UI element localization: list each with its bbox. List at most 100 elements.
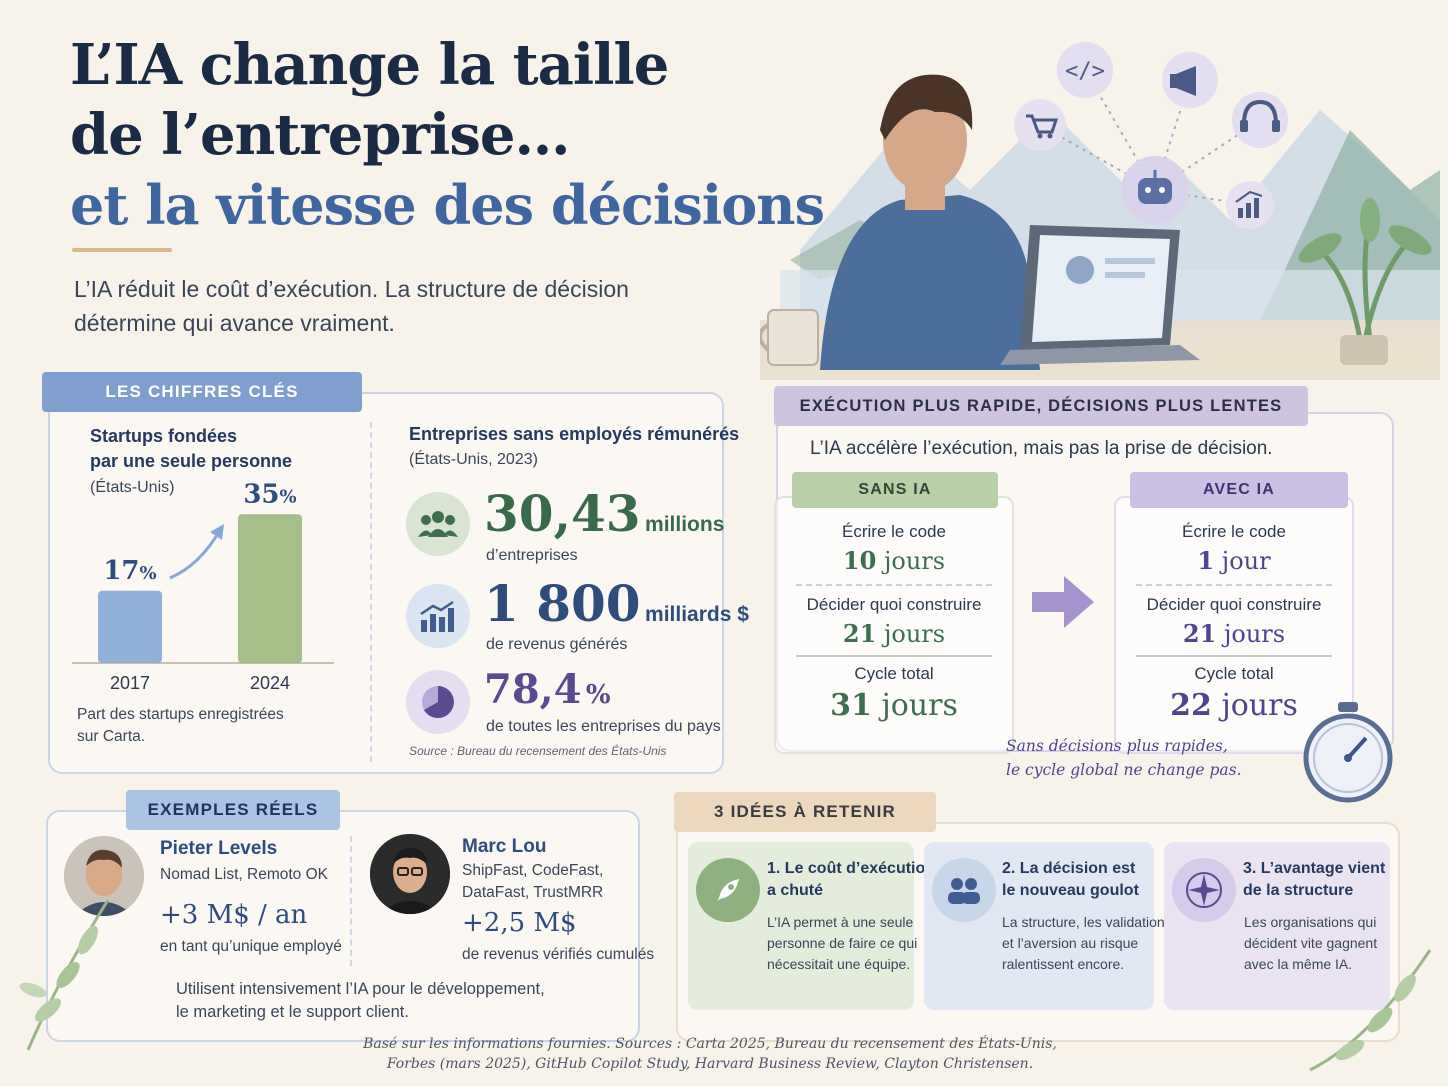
divider — [796, 655, 992, 657]
idea-2-title-line-1: 2. La décision est — [1002, 860, 1136, 877]
idea-1-title: 1. Le coût d’exécution a chuté — [767, 858, 935, 902]
execution-intro: L’IA accélère l’exécution, mais pas la p… — [810, 438, 1273, 459]
startups-title-line-1: Startups fondées — [90, 426, 238, 446]
idea-3-desc: Les organisations qui décident vite gagn… — [1244, 912, 1377, 975]
footnote-line-1: Basé sur les informations fournies. Sour… — [363, 1036, 1057, 1052]
without-row1-unit: jours — [883, 547, 946, 575]
key-figures-ribbon: LES CHIFFRES CLÉS — [42, 372, 362, 412]
idea-1-desc-line-2: personne de faire ce qui — [767, 935, 918, 951]
stat-1-unit: millions — [645, 513, 725, 536]
idea-3-desc-line-2: décident vite gagnent — [1244, 935, 1378, 951]
title-line-3: et la vitesse des décisions — [70, 173, 825, 237]
without-row2-label: Décider quoi construire — [806, 595, 982, 614]
person1-products: Nomad List, Remoto OK — [160, 866, 328, 883]
with-row3-value: 22 jours — [1116, 688, 1352, 723]
examples-summary-line-2: le marketing et le support client. — [176, 1003, 409, 1021]
bar-2017 — [98, 590, 162, 663]
code-icon: </> — [1057, 42, 1113, 98]
startups-title-line-2: par une seule personne — [90, 451, 293, 471]
without-row1-label: Écrire le code — [842, 522, 946, 541]
idea-1-desc-line-3: nécessitait une équipe. — [767, 956, 911, 972]
execution-note: Sans décisions plus rapides, le cycle gl… — [1006, 734, 1242, 782]
stat-1: 30,43 millions — [484, 484, 724, 543]
leaves-decoration-icon — [1309, 949, 1432, 1072]
idea-2-desc-line-3: ralentissent encore. — [1002, 956, 1125, 972]
stat-1-label: d’entreprises — [486, 547, 578, 564]
idea-1-desc: L’IA permet à une seule personne de fair… — [767, 912, 917, 975]
idea-1-desc-line-1: L’IA permet à une seule — [767, 914, 914, 930]
person-illustration — [820, 74, 1040, 370]
bar-2024 — [238, 514, 302, 663]
without-row1-num: 10 — [842, 546, 877, 575]
with-row2-unit: jours — [1223, 620, 1286, 648]
execution-note-line-2: le cycle global ne change pas. — [1006, 761, 1242, 779]
idea-2-desc-line-2: et l’aversion au risque — [1002, 935, 1139, 951]
person2-products-line-1: ShipFast, CodeFast, — [462, 862, 604, 879]
execution-note-line-1: Sans décisions plus rapides, — [1006, 737, 1228, 755]
with-row1-num: 1 — [1197, 546, 1215, 575]
without-row3-label: Cycle total — [854, 664, 934, 683]
mug-icon — [760, 309, 819, 366]
without-ai-label: SANS IA — [792, 472, 998, 508]
card-with-ai: Écrire le code 1 jour Décider quoi const… — [1114, 496, 1354, 754]
subtitle-line-2: détermine qui avance vraiment. — [74, 310, 395, 336]
person1-figure: +3 M$ / an — [160, 900, 308, 930]
with-row3-num: 22 — [1170, 688, 1212, 723]
value-label-2017: 17% — [103, 556, 156, 586]
chart-icon — [1226, 181, 1274, 229]
avatar-marc-lou — [370, 834, 450, 914]
person2-products: ShipFast, CodeFast, DataFast, TrustMRR — [462, 860, 603, 904]
startups-bar-chart: 17% 35% 2017 2024 — [72, 479, 334, 693]
examples-divider — [350, 836, 352, 966]
person2-figure-label: de revenus vérifiés cumulés — [462, 946, 655, 963]
person2-products-line-2: DataFast, TrustMRR — [462, 884, 604, 901]
footnote-line-2: Forbes (mars 2025), GitHub Copilot Study… — [386, 1056, 1034, 1072]
title-line-2: de l’entreprise… — [70, 102, 570, 168]
idea-2-desc-line-1: La structure, les validations — [1002, 914, 1172, 930]
idea-3-desc-line-3: avec la même IA. — [1244, 956, 1353, 972]
examples-ribbon: EXEMPLES RÉELS — [126, 790, 340, 830]
idea-2-desc: La structure, les validations et l’avers… — [1002, 912, 1172, 975]
people-icon — [932, 858, 996, 922]
idea-3-title-line-2: de la structure — [1243, 882, 1354, 899]
without-row1-value: 10 jours — [776, 546, 1012, 575]
card-without-ai: Écrire le code 10 jours Décider quoi con… — [774, 496, 1014, 754]
stat-2-label: de revenus générés — [486, 636, 628, 653]
person1-figure-label: en tant qu’unique employé — [160, 938, 342, 955]
startups-region: (États-Unis) — [90, 479, 175, 496]
growth-arrow-icon — [169, 529, 222, 580]
value-label-2024: 35% — [243, 479, 296, 509]
companies-source: Source : Bureau du recensement des États… — [409, 744, 667, 758]
megaphone-icon — [1162, 52, 1218, 108]
stat-3-value: 78,4 — [484, 666, 582, 713]
companies-title: Entreprises sans employés rémunérés — [409, 424, 740, 444]
rocket-icon — [696, 858, 760, 922]
without-row2-unit: jours — [883, 620, 946, 648]
headset-icon — [1232, 92, 1288, 148]
person1-name: Pieter Levels — [160, 838, 278, 859]
stat-2-unit: milliards $ — [645, 603, 749, 626]
execution-ribbon: EXÉCUTION PLUS RAPIDE, DÉCISIONS PLUS LE… — [774, 386, 1308, 426]
idea-2-title-line-2: le nouveau goulot — [1002, 882, 1139, 899]
stopwatch-icon — [1303, 702, 1393, 803]
title-underline — [72, 248, 172, 252]
with-row1-value: 1 jour — [1116, 546, 1352, 575]
robot-icon — [1121, 156, 1189, 224]
startups-title: Startups fondées par une seule personne — [90, 424, 292, 474]
idea-3-desc-line-1: Les organisations qui — [1244, 914, 1377, 930]
examples-summary: Utilisent intensivement l’IA pour le dév… — [176, 978, 545, 1024]
without-row2-num: 21 — [842, 619, 877, 648]
avatar-pieter-levels — [64, 836, 144, 916]
subtitle-line-1: L’IA réduit le coût d’exécution. La stru… — [74, 276, 629, 302]
idea-2-title: 2. La décision est le nouveau goulot — [1002, 858, 1139, 902]
with-row1-label: Écrire le code — [1182, 522, 1286, 541]
plant-icon — [1298, 198, 1432, 365]
companies-subtitle: (États-Unis, 2023) — [409, 451, 538, 468]
hero-illustration: </> — [760, 42, 1440, 380]
arrow-right-icon — [1032, 576, 1094, 628]
idea-1-title-line-2: a chuté — [767, 882, 824, 899]
category-label-2024: 2024 — [250, 673, 290, 693]
stat-3-label: de toutes les entreprises du pays — [486, 718, 721, 735]
with-row2-label: Décider quoi construire — [1146, 595, 1322, 614]
pie-chart-icon — [406, 670, 470, 734]
